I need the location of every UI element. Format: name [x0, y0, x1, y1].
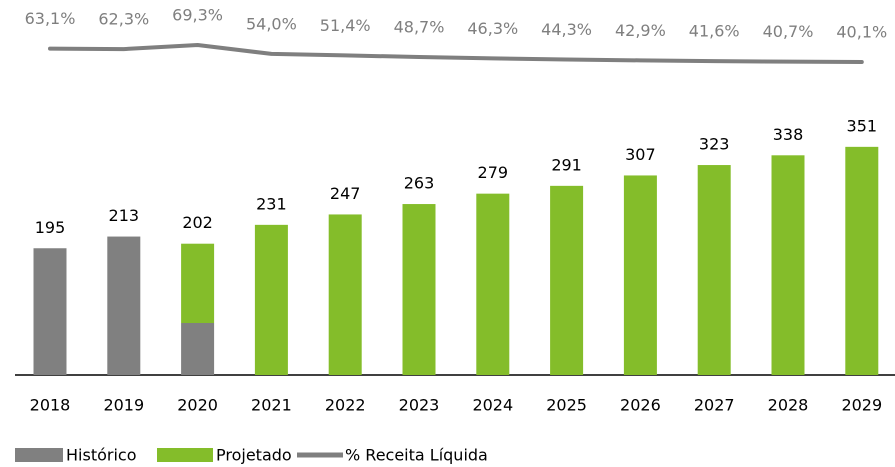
data-label: 231 [256, 194, 287, 213]
legend-label: Projetado [216, 446, 292, 465]
data-label: 195 [35, 218, 66, 237]
bar [402, 204, 436, 375]
bar [771, 155, 805, 375]
data-label: 202 [182, 213, 213, 232]
x-tick-label: 2028 [768, 396, 809, 415]
line-label: 54,0% [246, 14, 297, 33]
line-label: 44,3% [541, 20, 592, 39]
line-label: 63,1% [25, 9, 76, 28]
x-tick-label: 2018 [30, 396, 71, 415]
x-tick-label: 2029 [841, 396, 882, 415]
data-label: 338 [773, 125, 804, 144]
x-tick-label: 2024 [472, 396, 513, 415]
bar [107, 236, 141, 375]
x-tick-label: 2026 [620, 396, 661, 415]
bar [697, 165, 731, 375]
x-tick-label: 2019 [103, 396, 144, 415]
x-tick-label: 2023 [399, 396, 440, 415]
data-label: 307 [625, 145, 656, 164]
line-series [48, 43, 864, 64]
legend-label: % Receita Líquida [345, 446, 488, 465]
data-label: 323 [699, 135, 730, 154]
x-tick-label: 2021 [251, 396, 292, 415]
line-label: 51,4% [320, 16, 371, 35]
line-label: 41,6% [689, 22, 740, 41]
bar [33, 248, 67, 375]
x-tick-label: 2022 [325, 396, 366, 415]
line-label: 46,3% [467, 19, 518, 38]
line-label: 69,3% [172, 6, 223, 25]
data-label: 247 [330, 184, 361, 203]
data-label: 263 [404, 174, 435, 193]
x-tick-label: 2027 [694, 396, 735, 415]
data-label: 291 [551, 155, 582, 174]
legend-label: Histórico [66, 446, 136, 465]
data-label: 279 [478, 163, 509, 182]
bar [181, 323, 215, 375]
line-label: 62,3% [98, 10, 149, 29]
data-label: 213 [109, 206, 140, 225]
line-label: 42,9% [615, 21, 666, 40]
bar [476, 193, 510, 375]
bar [845, 146, 879, 375]
legend-swatch [15, 448, 63, 462]
legend-swatch [157, 448, 213, 462]
bar [254, 224, 288, 375]
bar [181, 243, 215, 323]
bar [550, 185, 584, 375]
x-tick-label: 2020 [177, 396, 218, 415]
line-label: 40,1% [836, 23, 887, 42]
x-tick-label: 2025 [546, 396, 587, 415]
data-label: 351 [847, 116, 878, 135]
line-label: 40,7% [763, 22, 814, 41]
bar [623, 175, 657, 375]
line-label: 48,7% [394, 17, 445, 36]
bar [328, 214, 362, 375]
